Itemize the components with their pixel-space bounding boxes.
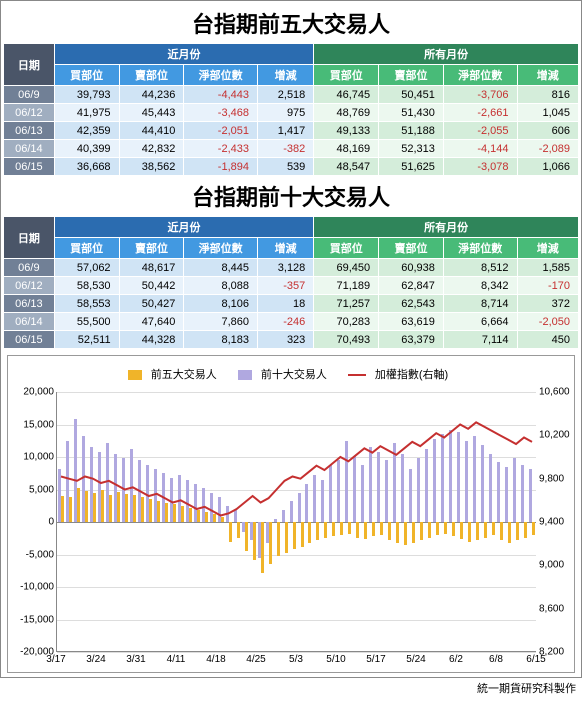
chart-legend: 前五大交易人 前十大交易人 加權指數(右軸) bbox=[12, 360, 570, 392]
legend-index-label: 加權指數(右軸) bbox=[375, 369, 448, 381]
table-row: 06/1342,35944,410-2,0511,41749,13351,188… bbox=[4, 122, 579, 140]
table-row: 06/939,79344,236-4,4432,51846,74550,451-… bbox=[4, 86, 579, 104]
title-top5: 台指期前五大交易人 bbox=[3, 3, 579, 43]
table-row: 06/1258,53050,4428,088-35771,18962,8478,… bbox=[4, 277, 579, 295]
footer-credit: 統一期貨研究科製作 bbox=[0, 678, 582, 698]
chart-plot-area: -20,000-15,000-10,000-5,00005,00010,0001… bbox=[56, 392, 536, 652]
table-row: 06/1455,50047,6407,860-24670,28363,6196,… bbox=[4, 313, 579, 331]
table-top5: 日期近月份所有月份買部位賣部位淨部位數增減買部位賣部位淨部位數增減06/939,… bbox=[3, 43, 579, 176]
legend-top10-swatch bbox=[238, 370, 252, 380]
legend-top5-label: 前五大交易人 bbox=[151, 369, 217, 381]
table-row: 06/1440,39942,832-2,433-38248,16952,313-… bbox=[4, 140, 579, 158]
table-row: 06/1552,51144,3288,18332370,49363,3797,1… bbox=[4, 331, 579, 349]
legend-top10-label: 前十大交易人 bbox=[261, 369, 327, 381]
table-row: 06/957,06248,6178,4453,12869,45060,9388,… bbox=[4, 259, 579, 277]
table-row: 06/1241,97545,443-3,46897548,76951,430-2… bbox=[4, 104, 579, 122]
chart-container: 前五大交易人 前十大交易人 加權指數(右軸) -20,000-15,000-10… bbox=[7, 355, 575, 673]
table-row: 06/1358,55350,4278,1061871,25762,5438,71… bbox=[4, 295, 579, 313]
table-row: 06/1536,66838,562-1,89453948,54751,625-3… bbox=[4, 158, 579, 176]
title-top10: 台指期前十大交易人 bbox=[3, 176, 579, 216]
legend-index-swatch bbox=[348, 374, 366, 376]
legend-top5-swatch bbox=[128, 370, 142, 380]
chart-x-axis: 3/173/243/314/114/184/255/35/105/175/246… bbox=[56, 652, 536, 668]
table-top10: 日期近月份所有月份買部位賣部位淨部位數增減買部位賣部位淨部位數增減06/957,… bbox=[3, 216, 579, 349]
